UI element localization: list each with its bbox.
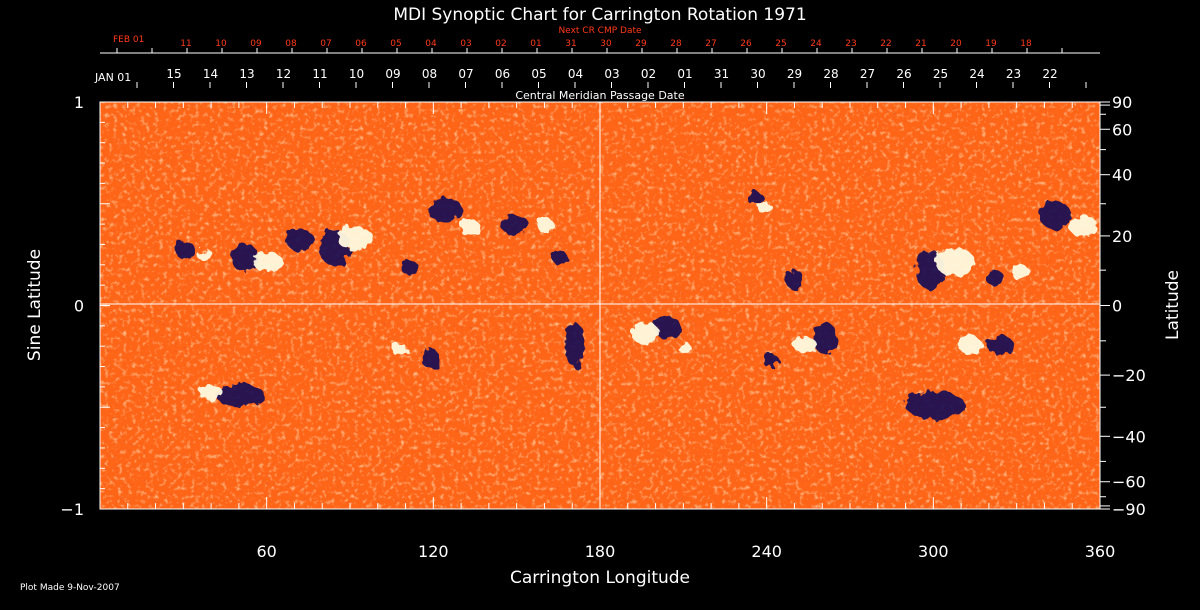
y-right-tick-label: −60 (1112, 473, 1146, 492)
chart-title: MDI Synoptic Chart for Carrington Rotati… (393, 5, 806, 25)
next-cr-date-label: 08 (285, 39, 297, 49)
x-tick-label: 120 (418, 542, 449, 561)
next-cr-date-label: 10 (215, 39, 227, 49)
cmp-date-label: 26 (896, 67, 911, 81)
next-cr-date-label: 19 (985, 39, 997, 49)
cmp-axis-label: Central Meridian Passage Date (515, 89, 684, 102)
next-cr-date-label: 28 (670, 39, 682, 49)
y-left-tick-label: 1 (74, 93, 84, 112)
cmp-month-label: JAN 01 (94, 71, 131, 84)
y-axis-left-label: Sine Latitude (25, 249, 45, 361)
x-tick-label: 360 (1085, 542, 1116, 561)
x-axis-ticks: 60 120 180 240 300 360 (127, 102, 1116, 561)
next-cr-date-label: 24 (810, 39, 822, 49)
cmp-date-label: 10 (349, 67, 364, 81)
y-right-tick-label: −20 (1112, 366, 1146, 385)
cmp-date-label: 07 (458, 67, 473, 81)
next-cr-date-label: 25 (775, 39, 786, 49)
y-axis-right-label: Latitude (1163, 270, 1183, 340)
next-cr-label: Next CR CMP Date (558, 26, 642, 36)
next-cr-date-label: 11 (180, 39, 191, 49)
x-tick-label: 180 (585, 542, 616, 561)
y-right-tick-label: 40 (1112, 166, 1132, 185)
cmp-date-label: 22 (1042, 67, 1057, 81)
cmp-date-label: 29 (787, 67, 802, 81)
cmp-date-label: 14 (203, 67, 218, 81)
y-left-tick-label: 0 (74, 297, 84, 316)
y-axis-right-ticks: 90 60 40 20 0 −20 −40 −60 −90 (1100, 93, 1146, 519)
x-axis-label: Carrington Longitude (510, 568, 690, 588)
cmp-date-label: 02 (641, 67, 656, 81)
next-cr-date-label: 01 (530, 39, 541, 49)
next-cr-date-label: 03 (460, 39, 471, 49)
next-cr-date-label: 29 (635, 39, 647, 49)
cmp-date-label: 31 (714, 67, 729, 81)
y-right-tick-label: 60 (1112, 120, 1132, 139)
plot-made-note: Plot Made 9-Nov-2007 (20, 583, 120, 593)
cmp-date-label: 08 (422, 67, 437, 81)
cmp-date-label: 30 (750, 67, 765, 81)
cmp-date-label: 01 (677, 67, 692, 81)
y-left-tick-label: −1 (60, 500, 84, 519)
next-cr-date-label: 05 (390, 39, 401, 49)
cmp-ticks: 15 14 13 12 11 10 09 08 07 06 05 04 03 02 01 31 30 29 28 27… (136, 67, 1087, 88)
y-right-tick-label: −40 (1112, 427, 1146, 446)
cmp-date-label: 11 (312, 67, 327, 81)
next-cr-date-label: 04 (425, 39, 437, 49)
cmp-date-label: 15 (166, 67, 181, 81)
next-cr-date-label: 23 (845, 39, 856, 49)
next-cr-date-label: 20 (950, 39, 962, 49)
next-cr-date-label: 07 (320, 39, 331, 49)
cmp-date-label: 12 (276, 67, 291, 81)
next-cr-date-label: 06 (355, 39, 367, 49)
cmp-date-label: 25 (933, 67, 948, 81)
next-cr-date-label: 02 (495, 39, 506, 49)
cmp-date-label: 28 (823, 67, 838, 81)
cmp-date-label: 03 (604, 67, 619, 81)
next-cr-date-label: 31 (565, 39, 576, 49)
cmp-date-label: 27 (860, 67, 875, 81)
magnetogram-map (100, 102, 1100, 509)
next-cr-month-label: FEB 01 (113, 35, 144, 45)
y-axis-left-ticks: 1 0 −1 (60, 93, 110, 519)
cmp-date-label: 24 (969, 67, 984, 81)
next-cr-ticks: 11 10 09 08 07 06 05 04 03 02 01 31 30 29 28 27 26 25 24 23… (116, 39, 1063, 53)
cmp-date-label: 04 (568, 67, 583, 81)
y-right-tick-label: −90 (1112, 500, 1146, 519)
next-cr-date-label: 21 (915, 39, 926, 49)
y-right-tick-label: 0 (1112, 297, 1122, 316)
cmp-date-label: 06 (495, 67, 510, 81)
x-tick-label: 300 (918, 542, 949, 561)
x-tick-label: 240 (751, 542, 782, 561)
cmp-date-label: 23 (1006, 67, 1021, 81)
next-cr-date-label: 09 (250, 39, 262, 49)
next-cr-date-label: 30 (600, 39, 612, 49)
next-cr-date-label: 22 (880, 39, 891, 49)
y-right-tick-label: 90 (1112, 93, 1132, 112)
cmp-date-label: 09 (385, 67, 400, 81)
x-tick-label: 60 (256, 542, 276, 561)
next-cr-date-label: 27 (705, 39, 716, 49)
next-cr-date-label: 26 (740, 39, 752, 49)
y-right-tick-label: 20 (1112, 227, 1132, 246)
cmp-date-label: 05 (531, 67, 546, 81)
next-cr-date-label: 18 (1020, 39, 1032, 49)
cmp-date-label: 13 (239, 67, 254, 81)
